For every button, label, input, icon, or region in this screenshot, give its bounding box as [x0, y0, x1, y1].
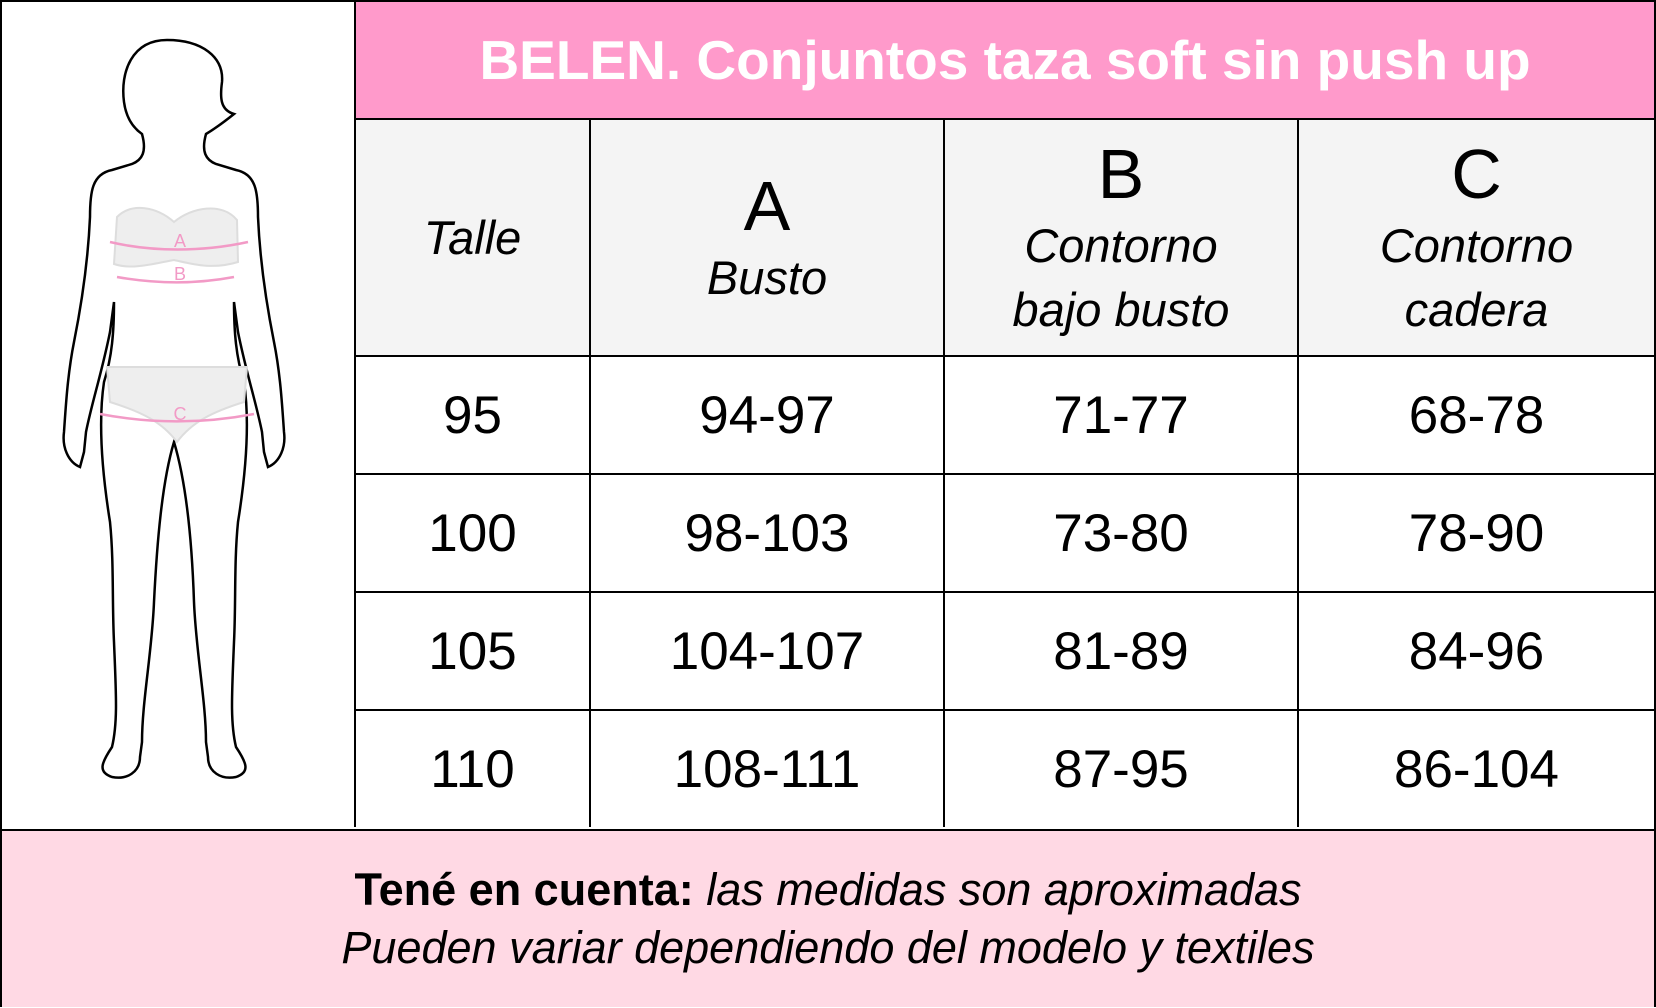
header-letter: A — [743, 166, 791, 245]
footer-note: Tené en cuenta: las medidas son aproxima… — [2, 829, 1654, 1007]
body-silhouette-icon: A B C — [62, 38, 286, 779]
footer-line-1: Tené en cuenta: las medidas son aproxima… — [354, 861, 1301, 919]
header-label: Busto — [706, 250, 828, 304]
header-cadera: C Contorno cadera — [1299, 120, 1654, 355]
header-talle: Talle — [356, 120, 591, 355]
table-cell: 95 — [356, 357, 591, 473]
table-row: 100 98-103 73-80 78-90 — [356, 475, 1654, 593]
header-letter: C — [1451, 134, 1502, 213]
table-row: 105 104-107 81-89 84-96 — [356, 593, 1654, 711]
table-cell: 81-89 — [945, 593, 1299, 709]
footer-line-2: Pueden variar dependiendo del modelo y t… — [341, 919, 1314, 977]
table-cell: 104-107 — [591, 593, 945, 709]
label-b: B — [174, 264, 186, 284]
header-busto: A Busto — [591, 120, 945, 355]
table-header-row: Talle A Busto B Contorno bajo busto C Co… — [356, 120, 1654, 357]
table-cell: 110 — [356, 711, 591, 827]
size-table: Talle A Busto B Contorno bajo busto C Co… — [356, 120, 1654, 827]
header-label: Contorno cadera — [1379, 218, 1574, 336]
footer-bold: Tené en cuenta: — [354, 864, 694, 915]
footer-text-2: Pueden variar dependiendo del modelo y t… — [341, 922, 1315, 973]
table-cell: 71-77 — [945, 357, 1299, 473]
table-cell: 68-78 — [1408, 385, 1545, 445]
header-bajo-busto: B Contorno bajo busto — [945, 120, 1299, 355]
label-c: C — [174, 404, 187, 424]
table-cell: 87-95 — [945, 711, 1299, 827]
table-cell: 78-90 — [1408, 503, 1545, 563]
table-cell: 73-80 — [945, 475, 1299, 591]
label-a: A — [174, 231, 186, 251]
table-cell: 84-96 — [1408, 621, 1545, 681]
table-cell: 98-103 — [591, 475, 945, 591]
header-letter: B — [1097, 134, 1145, 213]
table-row: 95 94-97 71-77 68-78 — [356, 357, 1654, 475]
table-cell: 100 — [356, 475, 591, 591]
table-row: 110 108-111 87-95 86-104 — [356, 711, 1654, 827]
table-cell: 105 — [356, 593, 591, 709]
table-cell: 94-97 — [591, 357, 945, 473]
footer-text: las medidas son aproximadas — [693, 864, 1302, 915]
chart-title: BELEN. Conjuntos taza soft sin push up — [356, 2, 1654, 120]
table-cell: 108-111 — [591, 711, 945, 827]
body-measurement-figure: A B C — [2, 2, 356, 827]
header-label: Contorno bajo busto — [1012, 218, 1230, 336]
table-cell: 86-104 — [1393, 739, 1560, 799]
header-label: Talle — [423, 210, 522, 264]
